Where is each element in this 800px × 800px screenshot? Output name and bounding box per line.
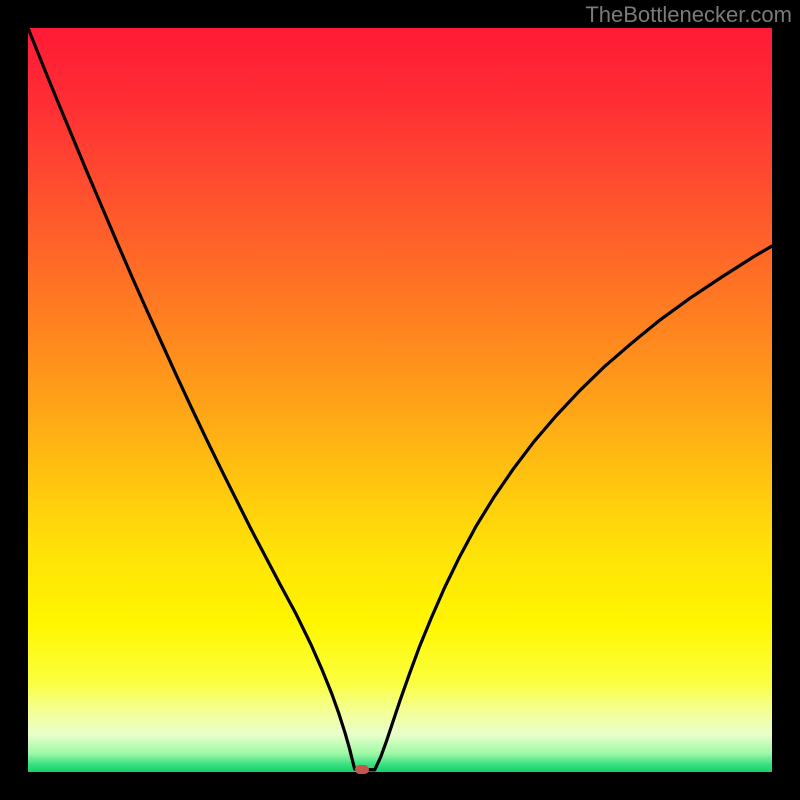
plot-area xyxy=(28,28,772,772)
bottleneck-curve xyxy=(28,28,772,772)
watermark-text: TheBottlenecker.com xyxy=(585,2,792,28)
chart-container: TheBottlenecker.com xyxy=(0,0,800,800)
optimum-marker xyxy=(355,765,369,774)
